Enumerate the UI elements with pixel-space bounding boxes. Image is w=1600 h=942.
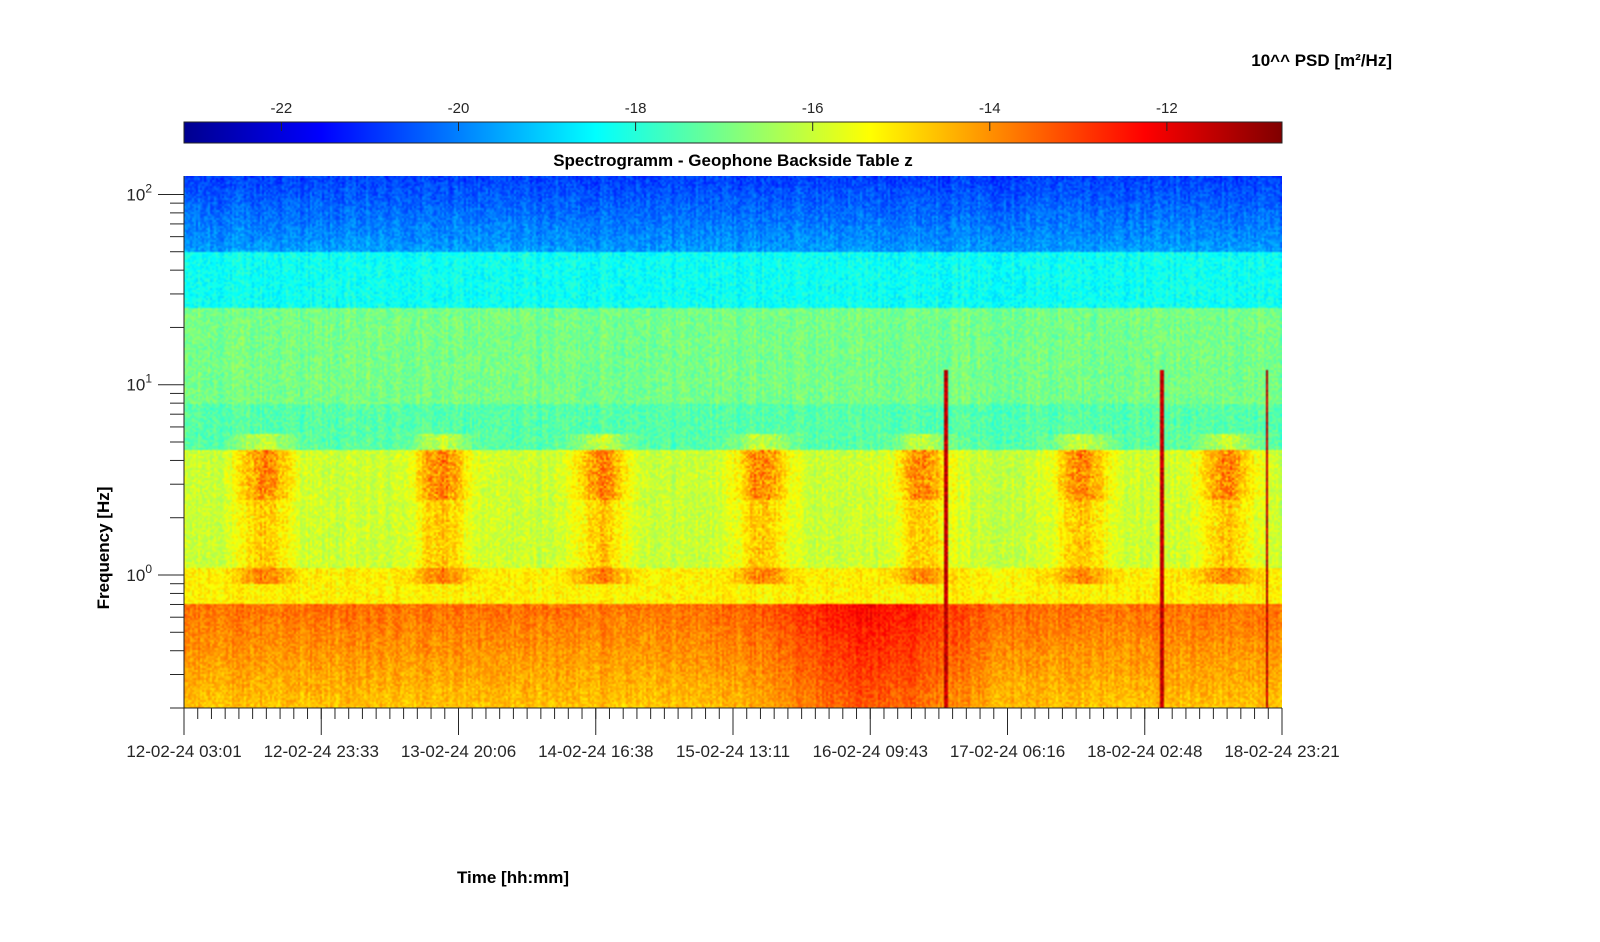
- x-tick-label: 17-02-24 06:16: [950, 742, 1065, 761]
- colorbar-tick-label: -12: [1156, 100, 1178, 117]
- y-tick-label: 101: [126, 372, 152, 395]
- colorbar-tick-label: -14: [979, 100, 1001, 117]
- x-tick-label: 16-02-24 09:43: [813, 742, 928, 761]
- spectrogram-plot: 12-02-24 03:01 12-02-24 23:33 13-02-24 20:…: [126, 176, 1340, 761]
- colorbar-tick-label: -20: [448, 100, 470, 117]
- x-tick-label: 15-02-24 13:11: [676, 742, 790, 761]
- x-tick-label: 13-02-24 20:06: [401, 742, 516, 761]
- colorbar: 10^^ PSD [m²/Hz] -22 -20 -18 -16 -14 -12: [183, 51, 1392, 144]
- colorbar-label: 10^^ PSD [m²/Hz]: [1251, 51, 1392, 70]
- y-tick-label: 102: [126, 181, 152, 204]
- colorbar-ticks: -22 -20 -18 -16 -14 -12: [271, 100, 1178, 131]
- colorbar-gradient: [183, 121, 1283, 144]
- x-tick-label: 18-02-24 02:48: [1087, 742, 1202, 761]
- x-tick-label: 18-02-24 23:21: [1224, 742, 1339, 761]
- y-tick-labels: 100 101 102: [126, 181, 184, 709]
- chart-title: Spectrogramm - Geophone Backside Table z: [553, 151, 913, 170]
- x-tick-label: 14-02-24 16:38: [538, 742, 653, 761]
- colorbar-tick-label: -22: [271, 100, 293, 117]
- x-axis-label: Time [hh:mm]: [457, 868, 569, 887]
- x-tick-labels: 12-02-24 03:01 12-02-24 23:33 13-02-24 20:…: [126, 708, 1340, 761]
- x-tick-label: 12-02-24 23:33: [264, 742, 379, 761]
- x-tick-label: 12-02-24 03:01: [126, 742, 241, 761]
- y-axis-label: Frequency [Hz]: [94, 487, 113, 610]
- spectrogram-heatmap: [184, 176, 1282, 708]
- colorbar-tick-label: -18: [625, 100, 647, 117]
- colorbar-tick-label: -16: [802, 100, 824, 117]
- y-tick-label: 100: [126, 562, 152, 585]
